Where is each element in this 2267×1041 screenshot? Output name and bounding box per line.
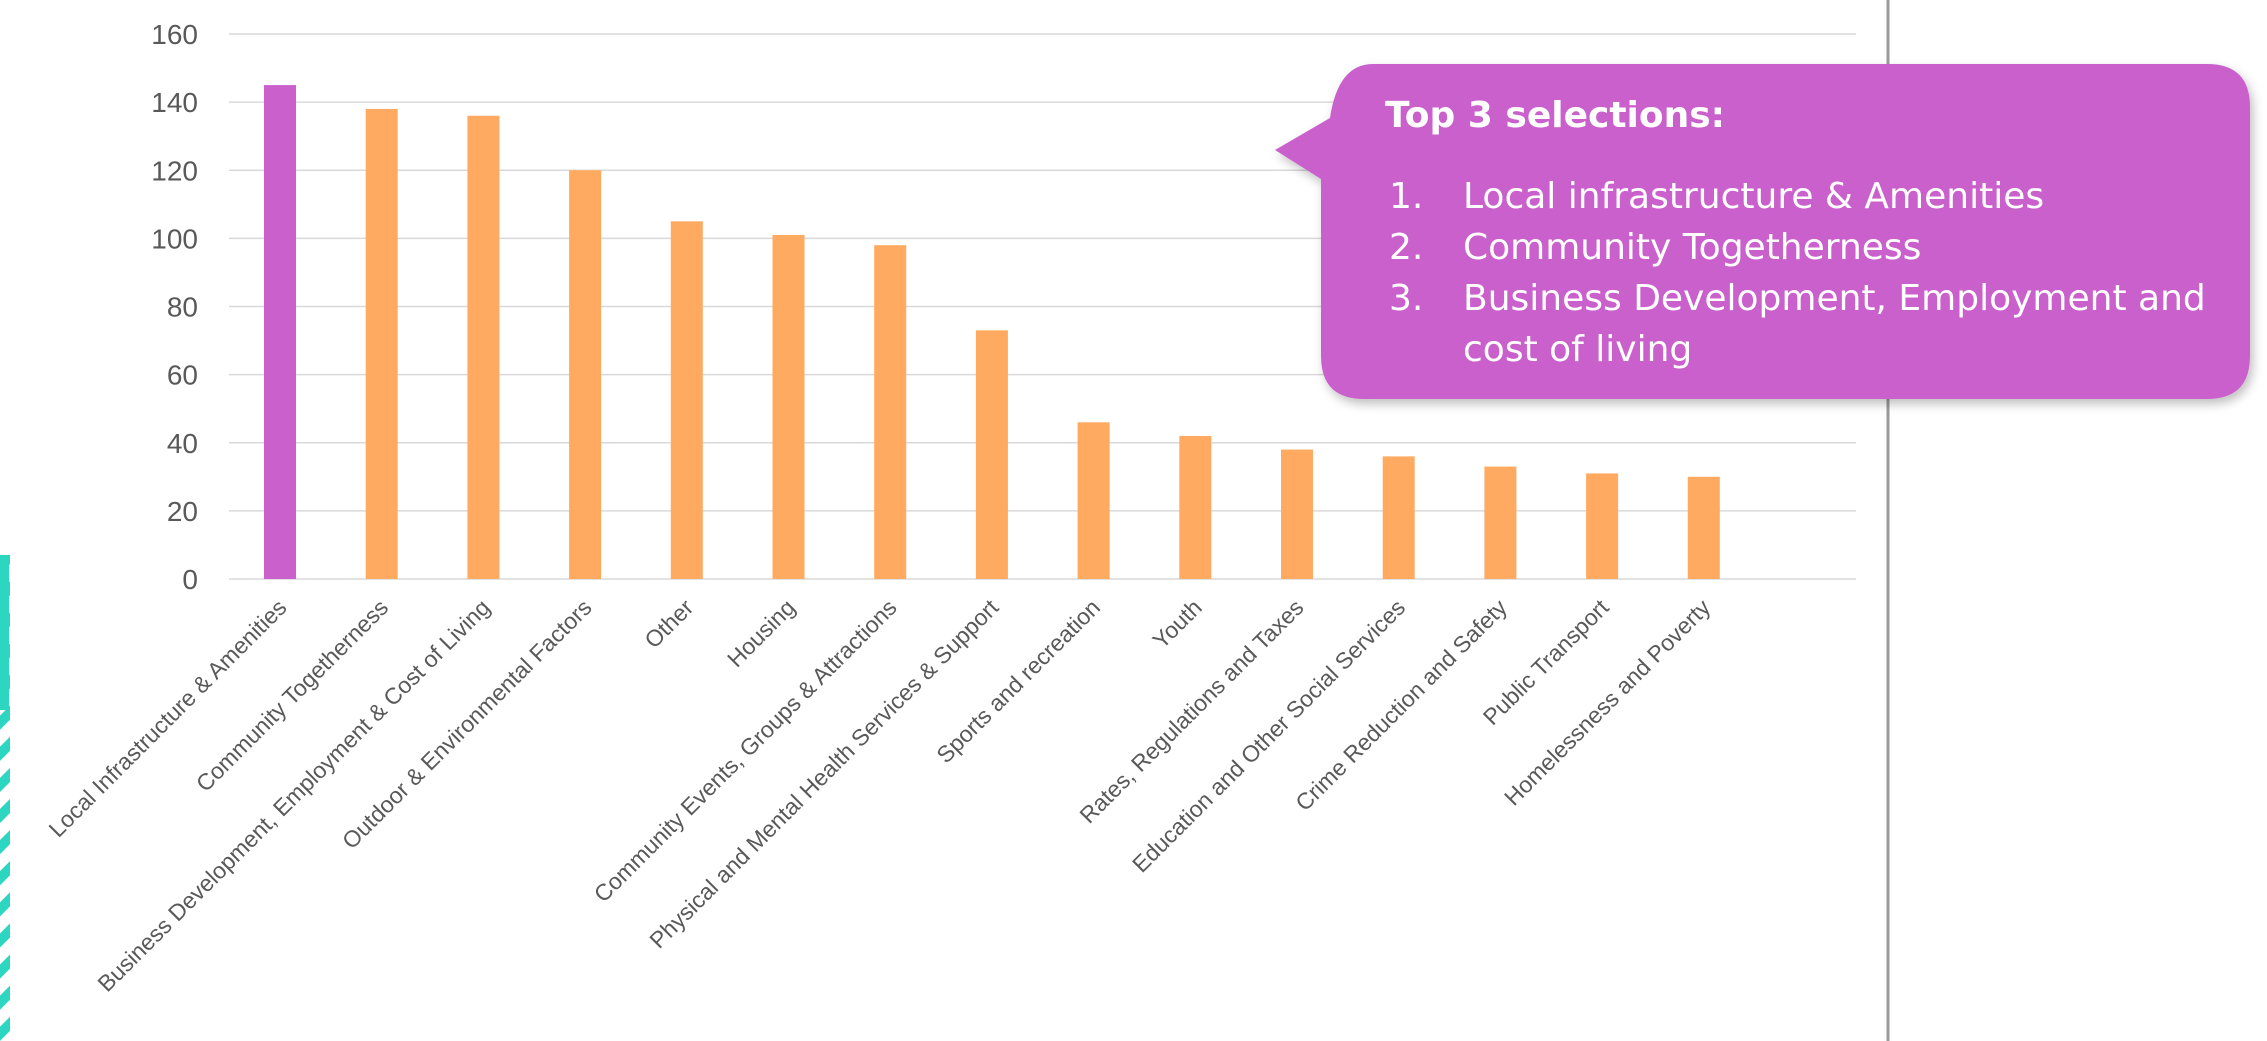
x-category-label: Physical and Mental Health Services & Su… [644, 594, 1004, 954]
bar [1382, 456, 1415, 579]
x-category-label: Business Development, Employment & Cost … [92, 594, 495, 997]
y-tick-label: 120 [151, 155, 198, 186]
y-tick-label: 20 [167, 496, 198, 527]
x-category-label: Housing [722, 594, 800, 672]
x-category-label: Homelessness and Poverty [1499, 594, 1716, 811]
bars [264, 85, 1720, 579]
bar [1281, 449, 1313, 579]
bar [1179, 435, 1212, 579]
left-accent-solid [0, 555, 9, 710]
y-axis-tick-labels: 0 20 40 60 80 100 120 140 160 [151, 19, 198, 595]
bar [1687, 476, 1720, 579]
x-category-label: Youth [1147, 594, 1206, 653]
callout [1275, 64, 2250, 399]
y-tick-label: 0 [182, 564, 198, 595]
callout-list: 1. Local infrastructure & Amenities 2. Comm… [1389, 176, 2206, 370]
bar [569, 170, 602, 579]
bar [365, 108, 398, 579]
left-accent-stripe [0, 555, 10, 1041]
y-tick-label: 100 [151, 223, 198, 254]
callout-item-text: Community Togetherness [1463, 227, 1921, 268]
bar [874, 245, 907, 579]
callout-item-text: Business Development, Employment and [1463, 278, 2206, 319]
bar [1586, 473, 1619, 579]
callout-item-text: Local infrastructure & Amenities [1463, 176, 2044, 217]
y-tick-label: 160 [151, 19, 198, 50]
callout-item-number: 1. [1389, 176, 1423, 217]
callout-item-number: 2. [1389, 227, 1423, 268]
callout-item-text: cost of living [1463, 329, 1692, 370]
bar [975, 330, 1008, 579]
y-tick-label: 60 [167, 360, 198, 391]
bar [264, 85, 296, 579]
x-category-label: Other [639, 594, 698, 653]
x-axis-category-labels: Local Infrastructure & AmenitiesCommunit… [44, 594, 1716, 997]
bar [772, 234, 805, 579]
bar [1077, 422, 1110, 579]
bar [1484, 466, 1517, 579]
bar [670, 221, 703, 579]
x-category-label: Sports and recreation [931, 594, 1105, 768]
y-tick-label: 140 [151, 87, 198, 118]
y-tick-label: 40 [167, 428, 198, 459]
callout-item-number: 3. [1389, 278, 1423, 319]
bar [467, 115, 500, 579]
x-category-label: Community Togetherness [191, 594, 393, 796]
callout-bubble [1275, 64, 2250, 399]
x-category-label: Crime Reduction and Safety [1290, 594, 1512, 816]
callout-title: Top 3 selections: [1385, 95, 1725, 136]
y-tick-label: 80 [167, 292, 198, 323]
